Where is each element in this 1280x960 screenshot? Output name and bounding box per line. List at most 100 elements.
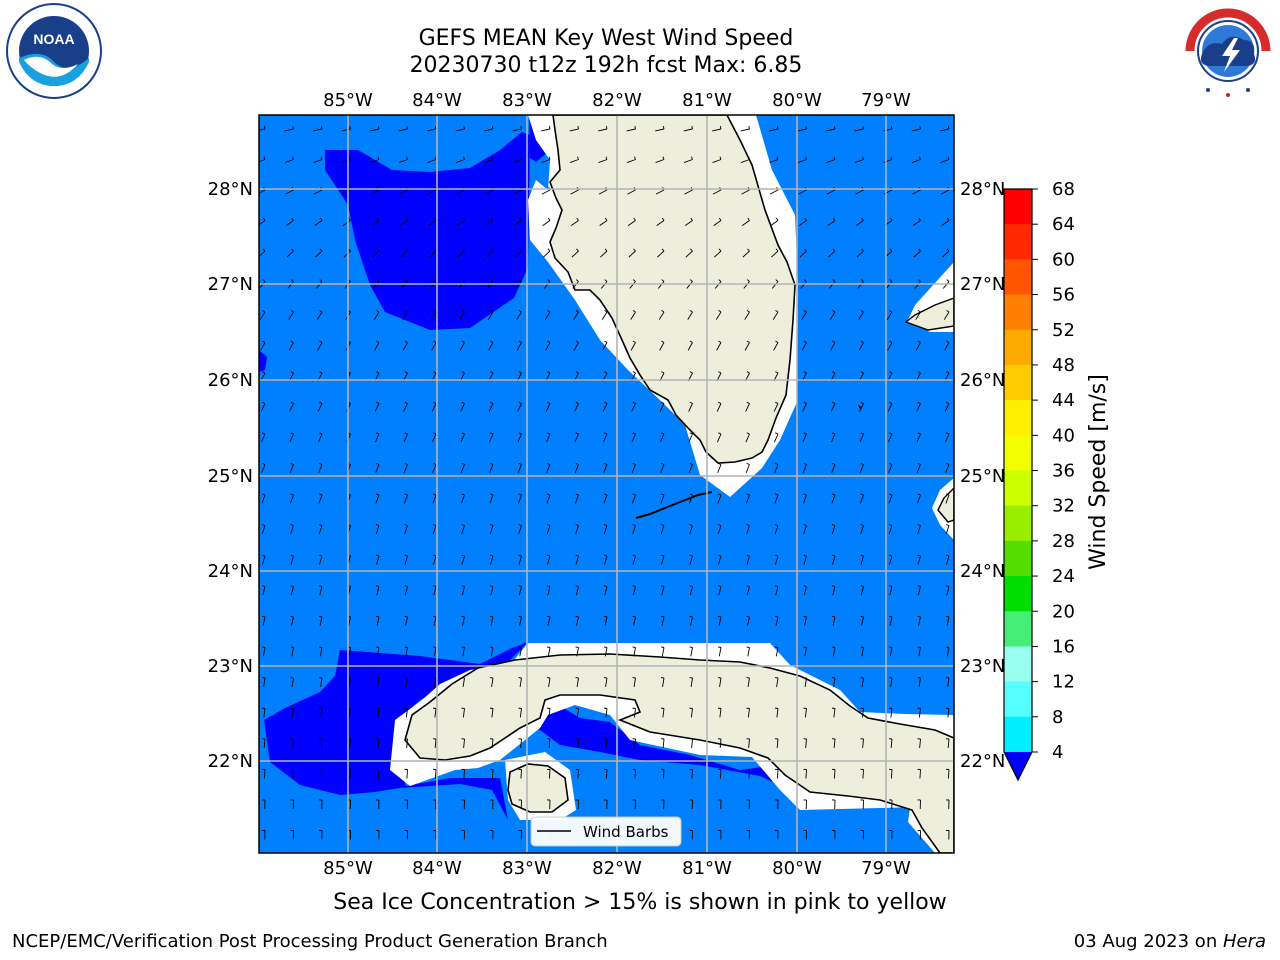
wind-barb (375, 707, 380, 718)
wind-barb (943, 310, 950, 320)
colorbar-segment (1004, 505, 1032, 542)
wind-barb (803, 677, 807, 687)
wind-barb (800, 279, 807, 289)
wind-barb (628, 248, 636, 258)
colorbar-tick-label: 64 (1052, 214, 1075, 235)
wind-barb (860, 615, 864, 626)
wind-barb (432, 768, 437, 779)
lat-label-left: 28°N (208, 179, 253, 200)
wind-barb (432, 524, 437, 535)
wind-barb (945, 738, 950, 749)
wind-barb (888, 524, 893, 535)
wind-barb (888, 829, 893, 840)
wind-barb (687, 340, 693, 351)
wind-barb (746, 646, 750, 657)
wind-barb (803, 829, 807, 840)
wind-barb (688, 462, 693, 474)
date-stamp: 03 Aug 2023 on Hera (1074, 931, 1266, 952)
wind-barb (717, 738, 722, 749)
wind-barb (774, 646, 779, 657)
wind-barb (546, 493, 551, 504)
wind-barb (543, 248, 551, 258)
wind-barb (603, 677, 608, 687)
wind-barb (945, 585, 950, 596)
wind-barb (261, 615, 266, 626)
wind-barb (803, 585, 807, 596)
wind-barb (715, 310, 722, 320)
wind-barb (660, 677, 665, 687)
wind-barb (285, 217, 294, 227)
wind-barb (318, 646, 323, 657)
wind-barb (375, 768, 380, 779)
wind-barb (287, 279, 294, 289)
wind-barb (318, 524, 323, 535)
wind-barb (659, 432, 665, 443)
wind-barb (518, 829, 522, 840)
wind-barb (313, 125, 323, 132)
wind-barb (831, 554, 836, 565)
lon-label: 83°W (502, 90, 552, 111)
colorbar-tick-label: 60 (1052, 249, 1075, 270)
wind-barb (857, 279, 864, 289)
wind-barb (774, 585, 779, 596)
wind-barb (404, 677, 408, 687)
wind-barb (774, 768, 779, 779)
wind-barb (575, 554, 579, 565)
wind-barb (656, 217, 665, 227)
wind-barb (461, 768, 465, 779)
wind-barb (660, 585, 665, 596)
wind-barb (516, 340, 522, 351)
wind-barb (518, 554, 522, 565)
colorbar-tick-label: 48 (1052, 355, 1075, 376)
wind-barb (603, 768, 608, 779)
wind-barb (461, 646, 465, 657)
wind-barb (575, 707, 579, 718)
wind-barb (290, 829, 294, 840)
wind-barb (432, 738, 437, 749)
wind-barb (546, 738, 551, 749)
wind-barb (429, 248, 437, 258)
wind-barb (940, 156, 950, 163)
wind-barb (404, 646, 408, 657)
wind-barb (717, 615, 722, 626)
wind-barb (460, 432, 465, 443)
wind-barb (803, 738, 807, 749)
wind-barb (660, 768, 665, 779)
wind-barb (485, 217, 494, 227)
wind-barb (575, 524, 579, 535)
wind-barb (603, 524, 608, 535)
map-subtitle: 20230730 t12z 192h fcst Max: 6.85 (409, 53, 803, 78)
wind-barb (430, 310, 437, 320)
wind-barb (375, 585, 380, 596)
wind-barb (601, 310, 608, 320)
wind-barb (803, 646, 807, 657)
wind-barb (688, 493, 693, 504)
wind-barb (773, 340, 779, 351)
colorbar-segment (1004, 470, 1032, 507)
wind-barb (517, 493, 522, 504)
wind-barb (945, 768, 950, 779)
wind-barb (745, 462, 750, 474)
wind-barb (374, 401, 380, 412)
wind-barb (774, 524, 779, 535)
colorbar-tick-label: 68 (1052, 179, 1075, 200)
wind-barb (945, 493, 950, 504)
wind-barb (626, 125, 636, 132)
lat-label-left: 25°N (208, 466, 253, 487)
wind-barb (944, 340, 950, 351)
wind-barb (746, 829, 750, 840)
wind-barb (660, 799, 665, 810)
wind-barb (262, 861, 265, 870)
wind-barb (259, 217, 266, 226)
wind-barb (489, 615, 494, 626)
wind-barb (745, 401, 750, 412)
wind-barb (831, 677, 836, 687)
wind-barb (518, 799, 522, 810)
wind-barb (883, 156, 893, 163)
wind-barb (319, 861, 322, 870)
wind-barb (291, 861, 294, 870)
wind-barb (575, 677, 579, 687)
wind-barb (573, 340, 579, 351)
wind-barb (828, 248, 836, 258)
wind-barb (461, 615, 465, 626)
